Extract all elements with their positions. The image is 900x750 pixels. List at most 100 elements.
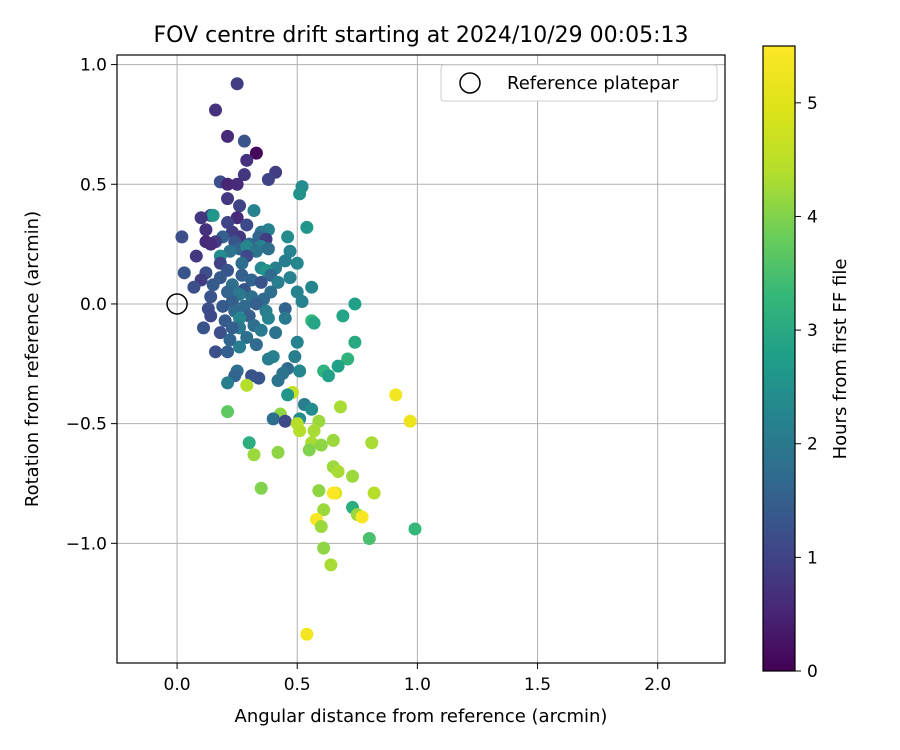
data-point	[221, 216, 235, 230]
plot-area	[116, 54, 726, 664]
data-point	[247, 448, 261, 462]
data-point	[230, 211, 244, 225]
data-point	[324, 558, 338, 572]
colorbar-tick-label: 0	[807, 662, 818, 682]
data-point	[278, 254, 292, 268]
x-tick-label: 1.0	[404, 675, 431, 695]
data-point	[317, 503, 331, 517]
data-point	[283, 244, 297, 258]
data-point	[249, 297, 263, 311]
colorbar-tick-label: 4	[807, 207, 818, 227]
data-point	[326, 433, 340, 447]
data-point	[333, 400, 347, 414]
colorbar: 0 1 2 3 4 5 Hours from first FF file	[762, 45, 851, 682]
y-tick-label: 1.0	[80, 56, 107, 76]
data-point	[307, 424, 321, 438]
data-point	[261, 172, 275, 186]
data-point	[221, 129, 235, 143]
data-point	[271, 374, 285, 388]
y-axis-label: Rotation from reference (arcmin)	[22, 211, 43, 507]
data-point	[221, 177, 235, 191]
data-point	[209, 345, 223, 359]
data-point	[271, 275, 285, 289]
data-point	[221, 345, 235, 359]
data-point	[331, 359, 345, 373]
data-point	[223, 333, 237, 347]
data-points	[175, 77, 422, 641]
data-point	[197, 321, 211, 335]
data-point	[209, 103, 223, 117]
data-point	[204, 290, 218, 304]
data-point	[204, 237, 218, 251]
data-point	[293, 424, 307, 438]
data-point	[235, 256, 249, 270]
data-point	[240, 153, 254, 167]
data-point	[403, 414, 417, 428]
data-point	[216, 299, 230, 313]
colorbar-gradient	[762, 45, 796, 672]
reference-point-marker	[166, 293, 188, 315]
data-point	[240, 330, 254, 344]
y-tick-label: 0.0	[80, 295, 107, 315]
data-point	[278, 414, 292, 428]
data-point	[290, 256, 304, 270]
colorbar-tick-label: 5	[807, 94, 818, 114]
data-point	[233, 340, 247, 354]
data-point	[314, 520, 328, 534]
data-point	[254, 323, 268, 337]
data-point	[321, 369, 335, 383]
y-tick-label: −0.5	[66, 415, 107, 435]
data-point	[261, 242, 275, 256]
data-point	[252, 371, 266, 385]
data-point	[389, 388, 403, 402]
data-point	[300, 627, 314, 641]
data-point	[314, 438, 328, 452]
x-axis-label: Angular distance from reference (arcmin)	[235, 706, 608, 727]
data-point	[225, 321, 239, 335]
data-point	[341, 352, 355, 366]
y-axis-ticks: −1.0 −0.5 0.0 0.5 1.0	[66, 56, 117, 554]
data-point	[365, 436, 379, 450]
data-point	[331, 465, 345, 479]
data-point	[177, 266, 191, 280]
data-point	[249, 146, 263, 160]
data-point	[305, 280, 319, 294]
data-point	[237, 134, 251, 148]
legend-label: Reference platepar	[507, 73, 679, 94]
data-point	[240, 239, 254, 253]
data-point	[249, 244, 263, 258]
data-point	[346, 469, 360, 483]
data-point	[204, 309, 218, 323]
data-point	[194, 211, 208, 225]
data-point	[175, 230, 189, 244]
data-point	[269, 326, 283, 340]
legend-marker-icon	[459, 72, 481, 94]
data-point	[242, 436, 256, 450]
data-point	[199, 223, 213, 237]
data-point	[278, 311, 292, 325]
data-point	[223, 244, 237, 258]
data-point	[221, 192, 235, 206]
colorbar-label: Hours from first FF file	[830, 259, 851, 460]
data-point	[230, 177, 244, 191]
y-tick-label: −1.0	[66, 534, 107, 554]
data-point	[240, 378, 254, 392]
data-point	[367, 486, 381, 500]
data-point	[247, 204, 261, 218]
data-point	[278, 302, 292, 316]
plot-background	[117, 55, 725, 663]
x-tick-label: 0.5	[284, 675, 311, 695]
data-point	[249, 338, 263, 352]
data-point	[189, 249, 203, 263]
data-point	[355, 510, 369, 524]
data-point	[362, 532, 376, 546]
data-point	[254, 481, 268, 495]
data-point	[317, 541, 331, 555]
data-point	[290, 335, 304, 349]
data-point	[326, 486, 340, 500]
data-point	[408, 522, 422, 536]
data-point	[348, 297, 362, 311]
legend: Reference platepar	[440, 64, 718, 102]
chart-title: FOV centre drift starting at 2024/10/29 …	[154, 23, 689, 48]
